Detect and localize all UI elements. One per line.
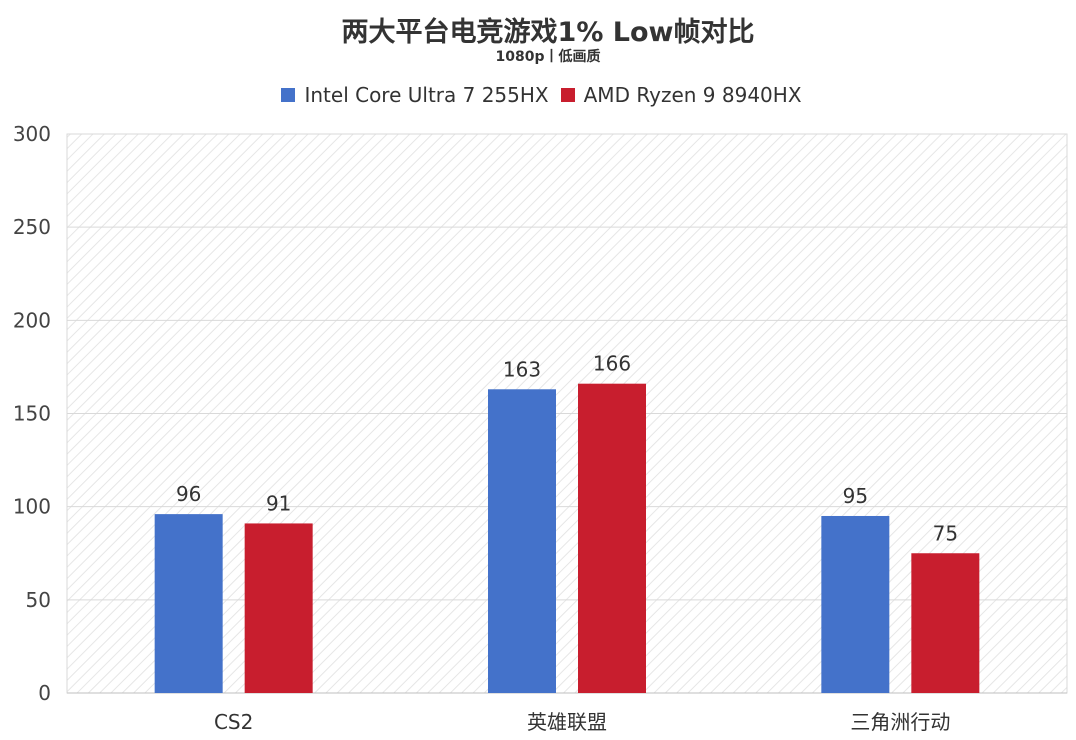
legend-label-amd: AMD Ryzen 9 8940HX <box>583 83 802 107</box>
y-tick-label: 300 <box>13 122 51 146</box>
bar-intel <box>821 515 890 693</box>
legend-item-amd: AMD Ryzen 9 8940HX <box>560 83 802 107</box>
bar-intel <box>154 514 223 693</box>
legend-swatch-intel <box>281 88 296 102</box>
chart-subtitle: 1080p丨低画质 <box>495 49 601 65</box>
data-label: 166 <box>593 352 631 376</box>
bar-intel <box>488 389 556 693</box>
data-label: 95 <box>843 484 868 508</box>
legend-swatch-amd <box>560 88 575 102</box>
bar-amd <box>578 383 646 693</box>
x-tick-label: CS2 <box>214 710 253 734</box>
bar-amd <box>244 523 313 693</box>
data-label: 96 <box>176 482 201 506</box>
y-tick-label: 150 <box>13 402 51 426</box>
x-tick-label: 英雄联盟 <box>527 710 607 734</box>
data-label: 75 <box>933 521 958 545</box>
chart-title: 两大平台电竞游戏1% Low帧对比 <box>341 17 755 48</box>
legend: Intel Core Ultra 7 255HX AMD Ryzen 9 894… <box>0 83 1076 107</box>
y-tick-label: 100 <box>13 495 51 519</box>
data-label: 163 <box>503 357 541 381</box>
data-label: 91 <box>266 491 291 515</box>
legend-label-intel: Intel Core Ultra 7 255HX <box>304 83 549 107</box>
x-tick-label: 三角洲行动 <box>850 710 950 734</box>
legend-item-intel: Intel Core Ultra 7 255HX <box>281 83 549 107</box>
y-tick-label: 0 <box>38 681 51 705</box>
y-tick-label: 200 <box>13 308 51 332</box>
y-tick-label: 250 <box>13 215 51 239</box>
y-tick-label: 50 <box>26 588 51 612</box>
bar-amd <box>911 553 980 693</box>
